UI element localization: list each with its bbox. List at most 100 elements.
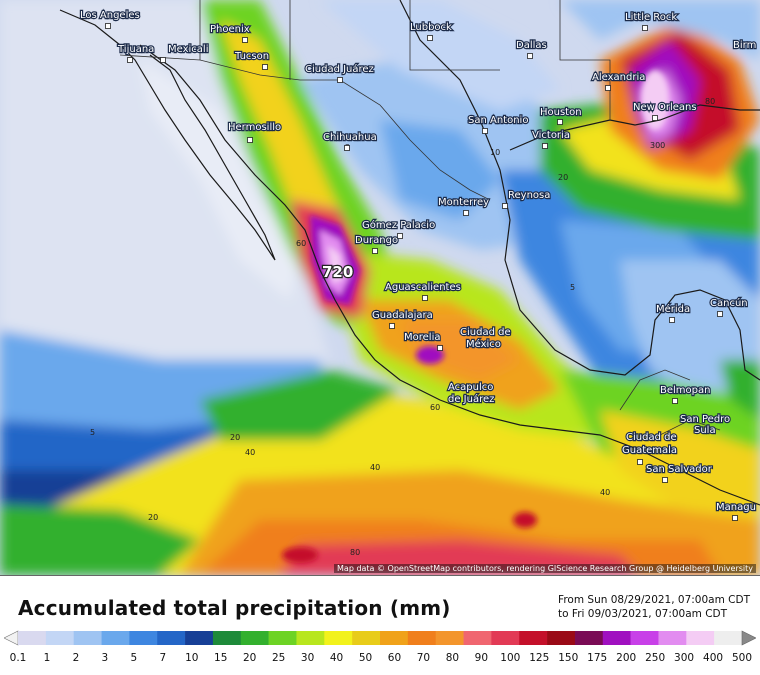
city-label-tijuana: Tijuana [117,44,154,55]
city-marker-hermosillo [247,137,253,143]
legend-tick-17: 100 [500,652,521,664]
legend-tick-11: 40 [329,652,344,664]
city-marker-san-antonio [482,128,488,134]
city-label-houston: Houston [540,107,582,118]
legend-swatch-5 [157,631,186,645]
city-label-hermosillo: Hermosillo [228,122,281,133]
contour-label-5b: 5 [570,283,575,292]
city-marker-new-orleans [652,115,658,121]
city-marker-houston [557,119,563,125]
legend-swatch-11 [324,631,353,645]
legend-swatch-7 [212,631,242,645]
city-marker-monterrey [463,210,469,216]
contour-label-40: 40 [245,448,255,457]
precipitation-map[interactable]: 720 300 60 60 40 40 40 20 20 20 5 5 80 8… [0,0,760,576]
precipitation-cores [282,70,669,563]
city-label-guadalajara: Guadalajara [372,310,433,321]
contour-label-20c: 20 [558,173,568,182]
city-label-alexandria: Alexandria [592,72,645,83]
city-marker-guatemala-1 [637,459,643,465]
city-marker-cancun [717,311,723,317]
contour-labels: 720 300 60 60 40 40 40 20 20 20 5 5 80 8… [90,97,715,557]
legend-tick-18: 125 [529,652,550,664]
city-marker-alexandria [605,85,611,91]
legend-swatch-15 [435,631,464,645]
legend-tick-4: 5 [130,652,138,664]
city-label-morelia: Morelia [404,332,440,343]
legend-tick-10: 30 [300,652,315,664]
city-label-phoenix: Phoenix [210,24,250,35]
city-marker-aguascalientes [422,295,428,301]
legend-tick-19: 150 [558,652,579,664]
city-label-little-rock: Little Rock [625,12,677,23]
contour-label-5: 5 [90,428,95,437]
legend-swatch-2 [73,631,102,645]
forecast-period: From Sun 08/29/2021, 07:00am CDT to Fri … [558,593,750,621]
city-marker-dallas [527,53,533,59]
legend-tick-2: 2 [72,652,80,664]
city-label-merida: Mérida [656,303,690,315]
city-marker-cdmx-1 [482,342,488,348]
city-marker-acapulco-1 [463,395,469,401]
city-marker-managua [732,515,738,521]
contour-label-60: 60 [296,239,306,248]
city-label-san-pedro-1: San Pedro [680,414,730,425]
legend-swatch-6 [185,631,214,645]
city-marker-phoenix [242,37,248,43]
legend-tick-14: 70 [416,652,431,664]
legend-tick-21: 200 [616,652,637,664]
legend-swatch-8 [240,631,269,645]
legend-tick-5: 7 [159,652,167,664]
city-label-tucson: Tucson [234,51,269,62]
legend-swatch-13 [380,631,409,645]
city-label-mexicali: Mexicali [168,44,208,55]
city-label-new-orleans: New Orleans [633,102,697,113]
city-marker-merida [669,317,675,323]
city-marker-guadalajara [389,323,395,329]
city-marker-belmopan [672,398,678,404]
legend-colorbar [4,630,756,646]
city-label-dallas: Dallas [516,40,547,51]
period-to: to Fri 09/03/2021, 07:00am CDT [558,608,728,620]
city-marker-mexicali [160,57,166,63]
legend-swatch-24 [686,631,715,645]
legend-arrow-left [4,630,19,646]
city-label-guatemala-1: Ciudad de [626,432,677,443]
city-label-acapulco-2: de Juárez [448,393,494,405]
legend-tick-15: 80 [445,652,460,664]
map-attribution: Map data © OpenStreetMap contributors, r… [334,564,756,573]
legend-swatch-22 [630,631,659,645]
legend-swatch-20 [574,631,604,645]
contour-label-40b: 40 [370,463,380,472]
city-marker-tucson [262,64,268,70]
city-marker-los-angeles [105,23,111,29]
city-label-san-salvador: San Salvador [646,464,713,475]
city-label-cancun: Cancún [710,297,748,309]
city-label-cdmx-2: México [466,338,501,350]
contour-label-300: 300 [650,141,665,150]
city-label-lubbock: Lubbock [410,22,452,33]
city-label-monterrey: Monterrey [438,197,489,208]
city-label-ciudad-juarez: Ciudad Juárez [305,63,374,75]
contour-label-10: 10 [490,148,500,157]
city-marker-victoria [542,143,548,149]
legend-swatch-3 [101,631,130,645]
legend-swatch-25 [714,631,743,645]
city-marker-san-salvador [662,477,668,483]
city-label-victoria: Victoria [532,130,570,141]
max-value-label: 720 [322,263,353,281]
city-marker-san-pedro-1 [697,427,703,433]
city-label-aguascalientes: Aguascalientes [385,282,461,293]
legend-tick-23: 300 [674,652,695,664]
legend-swatch-1 [45,631,74,645]
legend-swatch-17 [491,631,520,645]
city-marker-durango [372,248,378,254]
legend-swatch-23 [658,631,687,645]
city-label-gomez-palacio: Gómez Palacio [362,219,435,231]
borders [119,0,721,441]
legend-tick-7: 15 [214,652,228,664]
city-label-acapulco-1: Acapulco [448,382,493,393]
city-label-durango: Durango [355,235,398,246]
legend-ticks: 0.1 1 2 3 5 7 10 15 20 25 30 40 50 60 70 80 90 100 125 150 1… [0,652,760,668]
